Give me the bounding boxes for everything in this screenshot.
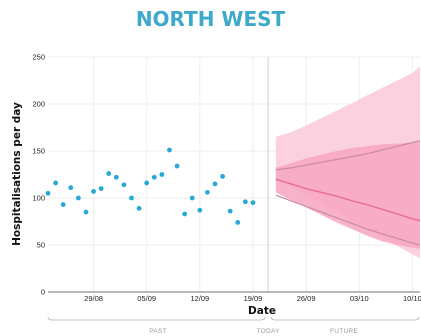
y-tick-label: 0 [41, 288, 45, 297]
x-tick-label: 05/09 [137, 294, 156, 303]
observed-point [60, 202, 66, 207]
observed-point [121, 182, 127, 188]
observed-point [235, 220, 241, 225]
forecast-scenario-line [275, 194, 421, 246]
observed-point [151, 174, 157, 180]
x-tick-label: 19/09 [244, 294, 263, 303]
period-brackets: PAST TODAY FUTURE [47, 316, 420, 335]
observed-point [250, 200, 256, 206]
future-label: FUTURE [330, 328, 359, 335]
x-tick-label: 03/10 [350, 294, 369, 303]
y-tick-label: 250 [32, 53, 45, 62]
forecast-median-line [275, 178, 421, 222]
observed-point [227, 208, 233, 214]
observed-point [45, 190, 51, 196]
observed-point [75, 195, 81, 201]
observed-point [167, 147, 172, 153]
observed-point [68, 185, 74, 191]
observed-point [159, 172, 165, 177]
x-tick-label: 10/10 [403, 294, 421, 303]
observed-point [106, 171, 112, 176]
observed-point [197, 207, 203, 213]
observed-point [220, 173, 226, 179]
observed-point [189, 195, 195, 201]
observed-point [174, 163, 180, 169]
observed-point [53, 180, 58, 186]
y-tick-label: 100 [32, 194, 45, 203]
past-bracket [47, 316, 266, 321]
axes: 0 50 100 150 200 250 29/08 05/09 12/09 19/09 26/09… [32, 53, 421, 304]
observed-point [144, 180, 150, 186]
observed-point [242, 199, 248, 205]
chart-title: NORTH WEST [135, 7, 286, 31]
y-tick-label: 200 [32, 100, 45, 109]
x-tick-label: 26/09 [297, 294, 316, 303]
observed-point [182, 211, 188, 217]
today-label: TODAY [257, 328, 281, 335]
observed-point [98, 186, 104, 192]
observed-point [212, 181, 218, 187]
x-tick-label: 29/08 [84, 294, 103, 303]
observed-points [45, 147, 256, 225]
observed-point [113, 174, 119, 180]
x-axis-title: Date [248, 305, 276, 317]
y-tick-label: 50 [37, 241, 45, 250]
forecast-scenario-line [275, 140, 421, 171]
future-bracket [270, 316, 420, 321]
forecast-inner-band [275, 141, 420, 249]
observed-point [205, 189, 210, 195]
observed-point [136, 205, 142, 211]
y-tick-label: 150 [32, 147, 45, 156]
observed-point [91, 189, 96, 194]
observed-point [129, 195, 134, 201]
past-label: PAST [149, 328, 167, 335]
y-axis-title: Hospitalisations per day [11, 102, 23, 246]
forecast-bands [275, 66, 421, 259]
x-tick-label: 12/09 [190, 294, 209, 303]
observed-point [83, 209, 89, 215]
